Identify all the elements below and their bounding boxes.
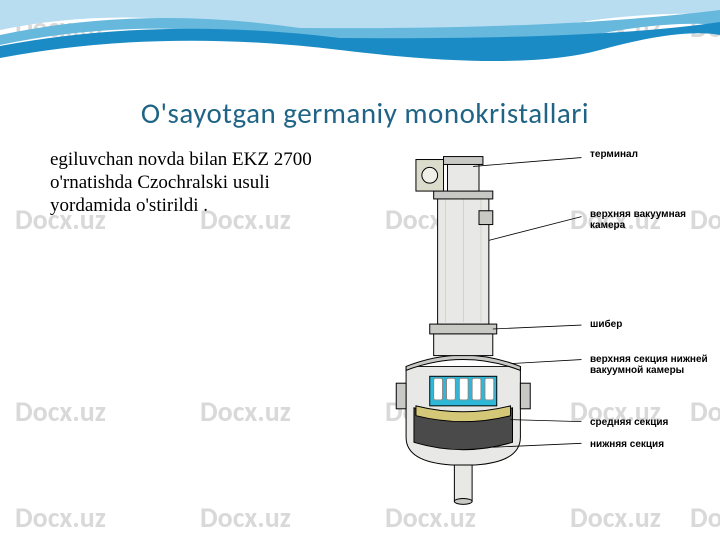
diagram-label: шибер — [590, 319, 622, 330]
page-title: O'sayotgan germaniy monokristallari — [50, 95, 680, 131]
diagram-label: терминал — [590, 149, 638, 160]
diagram-label: верхняя секция нижней вакуумной камеры — [590, 354, 708, 376]
diagram-label: нижняя секция — [590, 439, 664, 450]
diagram-label: верхняя вакуумная камера — [590, 209, 686, 231]
diagram-label: средняя секция — [590, 417, 668, 428]
body-text: egiluvchan novda bilan EKZ 2700 o'rnatis… — [50, 149, 335, 509]
body-row: egiluvchan novda bilan EKZ 2700 o'rnatis… — [50, 149, 680, 509]
equipment-diagram: терминалверхняя вакуумная камерашибервер… — [345, 149, 680, 509]
